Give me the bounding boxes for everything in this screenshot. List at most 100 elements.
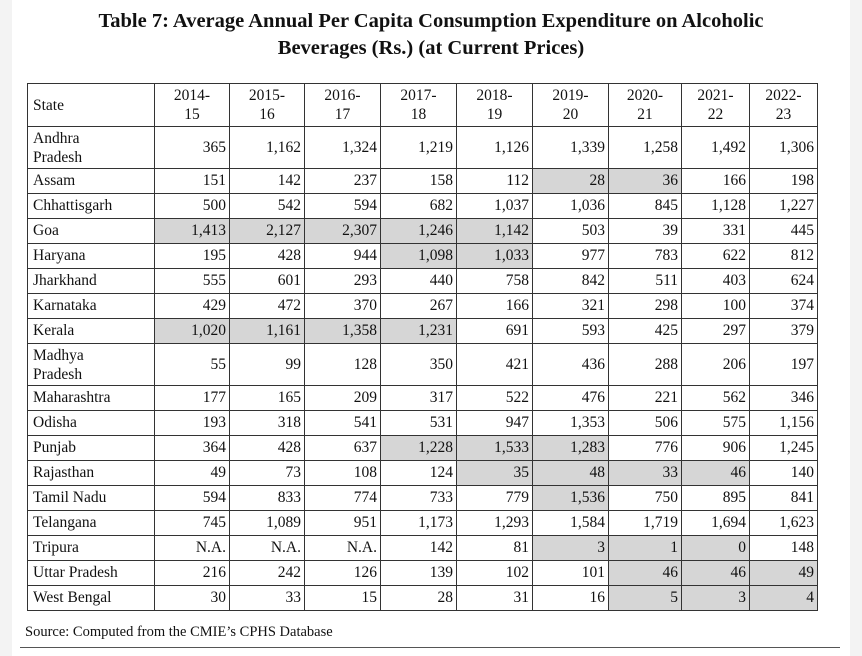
value-cell: 100 (681, 293, 750, 319)
value-cell: 102 (456, 560, 533, 586)
value-cell: 1,293 (456, 510, 533, 536)
value-cell: 842 (532, 268, 609, 294)
document-page: Table 7: Average Annual Per Capita Consu… (12, 0, 850, 656)
state-name-cell: Telangana (27, 510, 155, 536)
year-header-part: 20 (562, 106, 579, 123)
value-cell: 812 (749, 243, 818, 269)
state-name-cell: Chhattisgarh (27, 193, 155, 219)
value-cell: 1,246 (380, 218, 457, 244)
table-row: Maharashtra 177 165 209 317 522 476 221 562 346 (27, 385, 818, 411)
value-cell: 216 (154, 560, 230, 586)
state-name: Tripura (33, 539, 79, 556)
value-cell: 108 (304, 460, 381, 486)
value-cell: 124 (380, 460, 457, 486)
value-cell: 33 (608, 460, 682, 486)
value-cell: 81 (456, 535, 533, 561)
year-header-part: 2022- (765, 87, 802, 104)
value-cell: 682 (380, 193, 457, 219)
source-note: Source: Computed from the CMIE’s CPHS Da… (25, 624, 333, 640)
value-cell: 1,033 (456, 243, 533, 269)
year-column-header: 2021- 22 (681, 83, 750, 127)
value-cell: 318 (229, 410, 305, 436)
value-cell: 1,358 (304, 318, 381, 344)
value-cell: 562 (681, 385, 750, 411)
value-cell: 776 (608, 435, 682, 461)
table-row: Kerala 1,020 1,161 1,358 1,231 691 593 425 297 37… (27, 318, 818, 344)
value-cell: 35 (456, 460, 533, 486)
value-cell: 436 (532, 343, 609, 386)
value-cell: N.A. (304, 535, 381, 561)
value-cell: 691 (456, 318, 533, 344)
state-name: Andhra (33, 129, 80, 147)
value-cell: 1,128 (681, 193, 750, 219)
table-row: Goa 1,413 2,127 2,307 1,246 1,142 503 39 331 445 (27, 218, 818, 244)
year-column-header: 2020- 21 (608, 83, 682, 127)
value-cell: 833 (229, 485, 305, 511)
value-cell: 165 (229, 385, 305, 411)
value-cell: 947 (456, 410, 533, 436)
value-cell: 166 (681, 168, 750, 194)
state-name: Pradesh (33, 365, 83, 383)
value-cell: 317 (380, 385, 457, 411)
value-cell: 624 (749, 268, 818, 294)
value-cell: 28 (380, 585, 457, 611)
value-cell: 429 (154, 293, 230, 319)
value-cell: 370 (304, 293, 381, 319)
value-cell: 1,324 (304, 126, 381, 169)
value-cell: 2,127 (229, 218, 305, 244)
value-cell: 1,353 (532, 410, 609, 436)
state-name: West Bengal (33, 589, 112, 606)
state-name: Jharkhand (33, 272, 97, 289)
state-name-cell: Goa (27, 218, 155, 244)
bottom-rule (20, 647, 840, 648)
year-header-part: 2016- (324, 87, 361, 104)
value-cell: 166 (456, 293, 533, 319)
value-cell: 209 (304, 385, 381, 411)
table-row: Odisha 193 318 541 531 947 1,353 506 575 1,156 (27, 410, 818, 436)
year-header-part: 19 (486, 106, 503, 123)
value-cell: 1,219 (380, 126, 457, 169)
state-name: Karnataka (33, 297, 97, 314)
state-name: Assam (33, 172, 76, 189)
state-name-cell: Tamil Nadu (27, 485, 155, 511)
year-header-part: 2015- (248, 87, 286, 104)
value-cell: 542 (229, 193, 305, 219)
value-cell: 33 (229, 585, 305, 611)
value-cell: 1,227 (749, 193, 818, 219)
table-row: Punjab 364 428 637 1,228 1,533 1,283 776 906 1,24… (27, 435, 818, 461)
value-cell: 1,536 (532, 485, 609, 511)
table-row: Andhra Pradesh 365 1,162 1,324 1,219 1,126 1,33… (27, 126, 818, 169)
title-line-2: Beverages (Rs.) (at Current Prices) (277, 37, 585, 59)
value-cell: 1,142 (456, 218, 533, 244)
state-name-cell: West Bengal (27, 585, 155, 611)
table-row: Uttar Pradesh 216 242 126 139 102 101 46 46 49 (27, 560, 818, 586)
year-header-part: 2018- (476, 87, 513, 104)
value-cell: 16 (532, 585, 609, 611)
value-cell: 364 (154, 435, 230, 461)
value-cell: 472 (229, 293, 305, 319)
value-cell: 555 (154, 268, 230, 294)
value-cell: 425 (608, 318, 682, 344)
value-cell: 1,306 (749, 126, 818, 169)
table-body: Andhra Pradesh 365 1,162 1,324 1,219 1,126 1,33… (27, 126, 818, 611)
value-cell: 2,307 (304, 218, 381, 244)
value-cell: 1,492 (681, 126, 750, 169)
value-cell: 1,162 (229, 126, 305, 169)
state-name-cell: Assam (27, 168, 155, 194)
value-cell: 112 (456, 168, 533, 194)
year-header-part: 2017- (400, 87, 437, 104)
state-name: Telangana (33, 514, 97, 531)
value-cell: 428 (229, 435, 305, 461)
value-cell: 101 (532, 560, 609, 586)
value-cell: 1,694 (681, 510, 750, 536)
value-cell: 346 (749, 385, 818, 411)
table-row: Chhattisgarh 500 542 594 682 1,037 1,036 845 1,1… (27, 193, 818, 219)
value-cell: 139 (380, 560, 457, 586)
state-name-cell: Uttar Pradesh (27, 560, 155, 586)
value-cell: 39 (608, 218, 682, 244)
value-cell: 293 (304, 268, 381, 294)
state-name: Chhattisgarh (33, 197, 113, 214)
value-cell: 906 (681, 435, 750, 461)
value-cell: 503 (532, 218, 609, 244)
value-cell: 46 (681, 460, 750, 486)
